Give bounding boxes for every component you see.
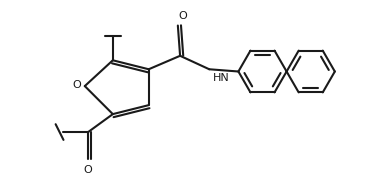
Text: O: O <box>72 80 81 90</box>
Text: O: O <box>84 165 92 175</box>
Text: O: O <box>178 11 187 21</box>
Text: HN: HN <box>213 73 229 83</box>
